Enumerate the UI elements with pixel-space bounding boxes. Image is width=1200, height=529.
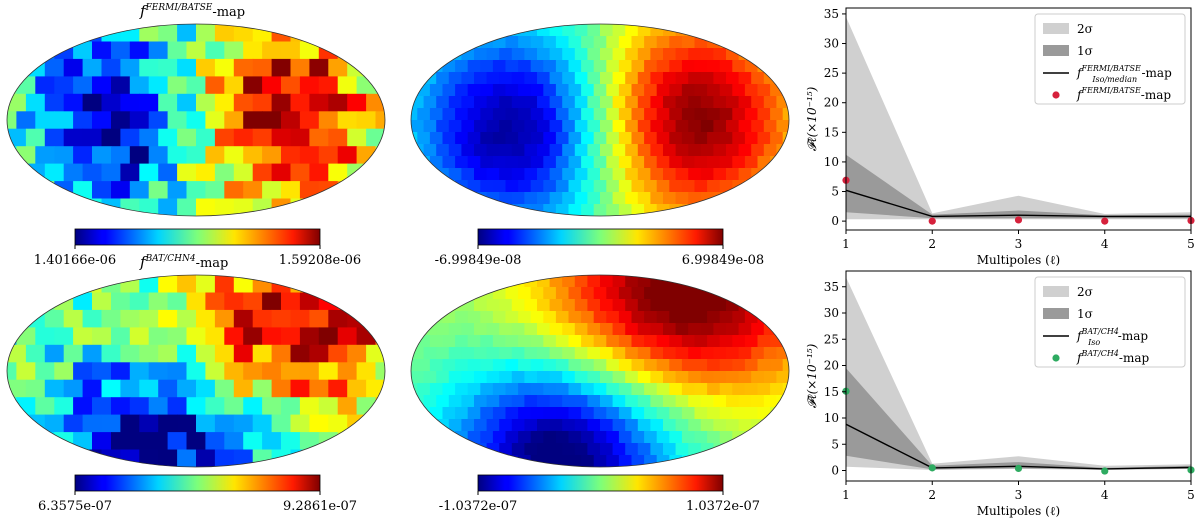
- x-tick-label: 4: [1101, 488, 1109, 502]
- y-tick-label: 5: [831, 437, 839, 451]
- power-spectrum-chart-fermi-batse: 1 2 3 4 5 0 5 10 15 20 25 30 35 Multipoles (ℓ) 𝓕ℓ(×10⁻…: [805, 7, 1195, 267]
- y-axis-label: 𝓕ℓ(×10⁻¹⁵): [805, 343, 819, 408]
- x-tick-label: 4: [1101, 237, 1109, 251]
- y-axis-label: 𝓕ℓ(×10⁻¹⁵): [805, 86, 819, 151]
- y-tick-label: 35: [824, 7, 839, 21]
- x-tick-label: 3: [1015, 488, 1023, 502]
- legend-label: fFERMI/BATSE Iso/median -map: [1076, 64, 1172, 84]
- map-dipole-bat-ch4: [410, 274, 790, 468]
- colorbar-max-label: 9.2861e-07: [283, 499, 357, 514]
- colorbar-gradient: [477, 228, 724, 246]
- legend: 2σ 1σ fBAT/CH4 Iso -map fBAT/CH4-map: [1034, 276, 1186, 368]
- legend-swatch: [1043, 23, 1069, 34]
- x-axis-label: Multipoles (ℓ): [977, 504, 1060, 518]
- x-tick-label: 1: [842, 488, 850, 502]
- colorbar-max-label: 1.0372e-07: [686, 499, 760, 514]
- y-tick-label: 25: [824, 66, 839, 80]
- x-tick-label: 2: [928, 488, 936, 502]
- map-bat-ch4-title: fBAT/CHN4-map: [139, 253, 228, 271]
- colorbar-fermi-batse: 1.40166e-06 1.59208e-06: [34, 228, 361, 268]
- legend-label: fFERMI/BATSE-map: [1076, 86, 1171, 102]
- map-bat-ch4: fBAT/CHN4-map: [6, 253, 386, 468]
- observed-point: [1101, 467, 1109, 475]
- x-tick-label: 2: [928, 237, 936, 251]
- y-tick-label: 30: [824, 306, 839, 320]
- map-outline: [410, 23, 790, 217]
- y-tick-label: 25: [824, 332, 839, 346]
- legend-label: 2σ: [1077, 22, 1093, 36]
- colorbar-min-label: 1.40166e-06: [34, 253, 116, 268]
- map-dipole-bat-ch4-tiles: [411, 275, 789, 467]
- map-dipole-fermi-batse-tiles: [411, 24, 789, 216]
- legend-label: 2σ: [1077, 285, 1093, 299]
- y-tick-label: 15: [824, 385, 839, 399]
- map-outline: [6, 23, 386, 217]
- y-tick-label: 5: [831, 185, 839, 199]
- legend-swatch: [1043, 286, 1069, 297]
- y-tick-label: 15: [824, 125, 839, 139]
- colorbar-bat-ch4: 6.3575e-07 9.2861e-07: [38, 474, 357, 514]
- median-line: [845, 189, 1191, 218]
- legend-label: 1σ: [1077, 44, 1093, 58]
- y-tick-label: 30: [824, 37, 839, 51]
- y-tick-label: 20: [824, 96, 839, 110]
- power-spectrum-chart-bat-ch4: 1 2 3 4 5 0 5 10 15 20 25 30 35 Multipoles (ℓ) 𝓕ℓ(×10⁻…: [805, 270, 1195, 518]
- colorbar-gradient: [74, 228, 321, 246]
- colorbar-dipole-bat-ch4: -1.0372e-07 1.0372e-07: [439, 474, 760, 514]
- x-tick-label: 5: [1187, 237, 1195, 251]
- colorbar-gradient: [477, 474, 724, 492]
- legend: 2σ 1σ fFERMI/BATSE Iso/median -map fFERMI/BAT…: [1034, 13, 1186, 105]
- colorbar-gradient: [74, 474, 321, 492]
- observed-point: [1014, 464, 1023, 472]
- x-tick-label: 3: [1015, 237, 1023, 251]
- observed-point: [928, 464, 936, 472]
- map-fermi-batse-title: fFERMI/BATSE-map: [139, 2, 245, 20]
- map-fermi-batse: fFERMI/BATSE-map: [6, 2, 386, 217]
- legend-box: [1034, 13, 1186, 105]
- legend-label: fBAT/CH4-map: [1076, 349, 1149, 365]
- map-dipole-fermi-batse: [410, 23, 790, 217]
- x-tick-label: 5: [1187, 488, 1195, 502]
- legend-label: 1σ: [1077, 307, 1093, 321]
- x-tick-label: 1: [842, 237, 850, 251]
- band-1sigma: [846, 154, 1191, 219]
- colorbar-min-label: 6.3575e-07: [38, 499, 112, 514]
- colorbar-dipole-fermi-batse: -6.99849e-08 6.99849e-08: [435, 228, 764, 268]
- colorbar-max-label: 1.59208e-06: [279, 253, 361, 268]
- colorbar-max-label: 6.99849e-08: [682, 253, 764, 268]
- observed-point: [1014, 216, 1023, 224]
- y-tick-label: 10: [824, 155, 839, 169]
- y-tick-label: 10: [824, 411, 839, 425]
- y-tick-label: 0: [831, 214, 839, 228]
- y-tick-label: 0: [831, 464, 839, 478]
- observed-point: [928, 217, 936, 225]
- observed-point: [1101, 217, 1109, 225]
- colorbar-min-label: -6.99849e-08: [435, 253, 522, 268]
- legend-swatch: [1052, 91, 1060, 99]
- x-axis-label: Multipoles (ℓ): [977, 253, 1060, 267]
- band-1sigma: [846, 368, 1191, 470]
- map-outline: [410, 274, 790, 468]
- map-outline: [6, 274, 386, 468]
- legend-label: fBAT/CH4 Iso -map: [1076, 327, 1148, 347]
- legend-swatch: [1052, 354, 1060, 362]
- legend-box: [1034, 276, 1186, 368]
- y-tick-label: 35: [824, 280, 839, 294]
- y-tick-label: 20: [824, 359, 839, 373]
- colorbar-min-label: -1.0372e-07: [439, 499, 518, 514]
- legend-swatch: [1043, 45, 1069, 56]
- legend-swatch: [1043, 308, 1069, 319]
